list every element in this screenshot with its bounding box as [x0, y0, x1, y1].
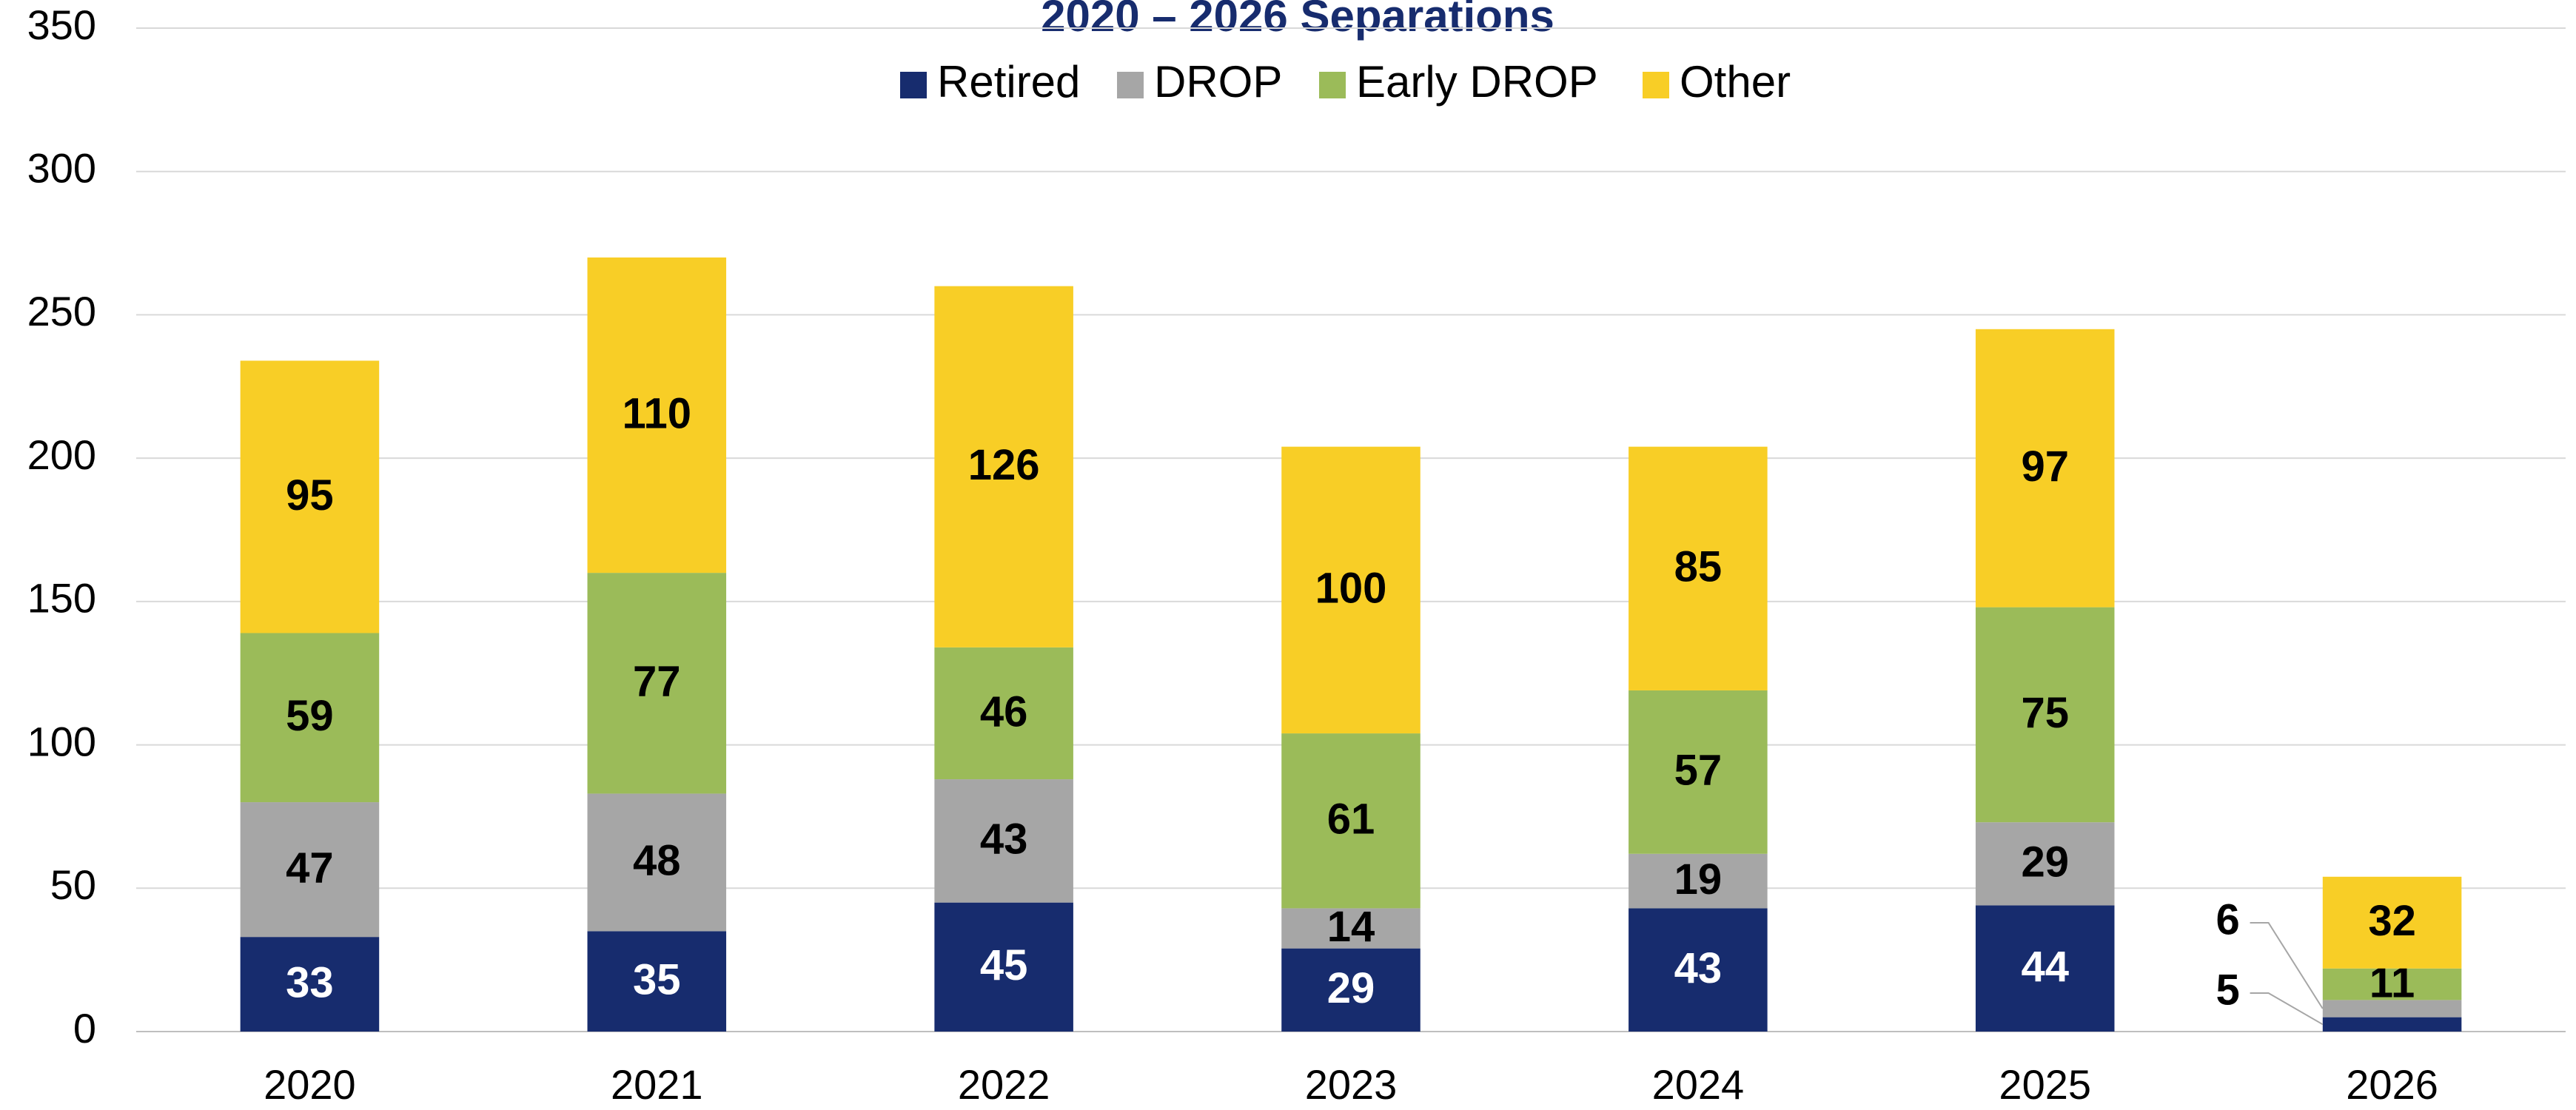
bar-segment — [240, 802, 380, 938]
legend-swatch — [900, 72, 927, 98]
data-label: 29 — [2021, 838, 2069, 887]
data-label: 97 — [2021, 443, 2069, 491]
legend-label: Other — [1680, 57, 1791, 107]
data-label: 100 — [1315, 565, 1387, 613]
bar-segment — [587, 793, 727, 932]
data-label: 32 — [2368, 897, 2416, 945]
y-tick-label: 300 — [27, 145, 96, 192]
data-label: 61 — [1327, 796, 1375, 844]
data-label: 5 — [2216, 966, 2239, 1014]
bar-segment — [587, 931, 727, 1032]
data-label: 33 — [286, 958, 334, 1006]
bar-segment — [1629, 908, 1768, 1032]
bar-segment — [1975, 905, 2115, 1032]
x-tick-label: 2023 — [1305, 1061, 1398, 1108]
bar-segment — [934, 902, 1073, 1032]
bar-segment — [1281, 908, 1421, 949]
bar-segment — [2322, 1000, 2462, 1018]
data-label: 47 — [286, 844, 334, 892]
bar-segment — [1975, 329, 2115, 608]
leader-line — [2250, 922, 2324, 1009]
x-tick-label: 2020 — [264, 1061, 356, 1108]
x-tick-label: 2025 — [1999, 1061, 2091, 1108]
data-label: 43 — [980, 815, 1028, 864]
data-label: 75 — [2021, 689, 2069, 737]
data-label: 77 — [633, 658, 681, 706]
y-tick-label: 250 — [27, 288, 96, 334]
bar-segment — [1629, 853, 1768, 909]
y-tick-label: 0 — [73, 1005, 96, 1052]
legend-swatch — [1117, 72, 1144, 98]
bar-segment — [1281, 733, 1421, 909]
legend-label: DROP — [1154, 57, 1282, 107]
bar-segment — [2322, 876, 2462, 969]
data-label: 19 — [1674, 855, 1723, 904]
data-label: 46 — [980, 687, 1028, 736]
y-tick-label: 100 — [27, 718, 96, 764]
bar-segment — [1975, 607, 2115, 823]
legend-label: Early DROP — [1356, 57, 1598, 107]
bar-segment — [1629, 446, 1768, 690]
bar-segment — [1281, 446, 1421, 734]
data-label: 29 — [1327, 964, 1375, 1012]
bar-segment — [240, 633, 380, 803]
bar-segment — [240, 360, 380, 633]
data-label: 48 — [633, 837, 681, 885]
x-tick-label: 2021 — [611, 1061, 703, 1108]
y-tick-label: 50 — [50, 861, 96, 908]
bar-segment — [240, 937, 380, 1032]
y-tick-label: 200 — [27, 431, 96, 478]
data-label: 57 — [1674, 747, 1723, 795]
x-tick-label: 2026 — [2346, 1061, 2438, 1108]
bar-segment — [587, 573, 727, 794]
legend-swatch — [1319, 72, 1346, 98]
legend-swatch — [1643, 72, 1669, 98]
y-tick-label: 150 — [27, 575, 96, 622]
data-label: 44 — [2021, 943, 2069, 991]
data-label: 110 — [622, 389, 691, 437]
data-label: 6 — [2216, 895, 2239, 944]
data-label: 85 — [1674, 543, 1723, 591]
chart-title: 2020 – 2026 Separations — [1041, 0, 1554, 41]
bar-segment — [934, 286, 1073, 648]
data-label: 14 — [1327, 903, 1375, 951]
bar-segment — [1975, 822, 2115, 906]
leader-line — [2250, 992, 2324, 1026]
x-tick-label: 2024 — [1652, 1061, 1745, 1108]
data-label: 126 — [968, 441, 1040, 489]
legend-label: Retired — [937, 57, 1080, 107]
bar-segment — [1281, 948, 1421, 1032]
y-tick-label: 350 — [27, 1, 96, 48]
bar-segment — [934, 779, 1073, 903]
bar-segment — [934, 647, 1073, 780]
bar-segment — [2322, 1017, 2462, 1032]
bar-segment — [1629, 690, 1768, 854]
bar-segment — [587, 257, 727, 574]
data-label: 45 — [980, 941, 1028, 989]
bar-segment — [2322, 968, 2462, 1000]
data-label: 43 — [1674, 944, 1723, 992]
x-tick-label: 2022 — [958, 1061, 1050, 1108]
data-label: 35 — [633, 956, 681, 1004]
data-label: 59 — [286, 692, 334, 740]
data-label: 95 — [286, 471, 334, 519]
